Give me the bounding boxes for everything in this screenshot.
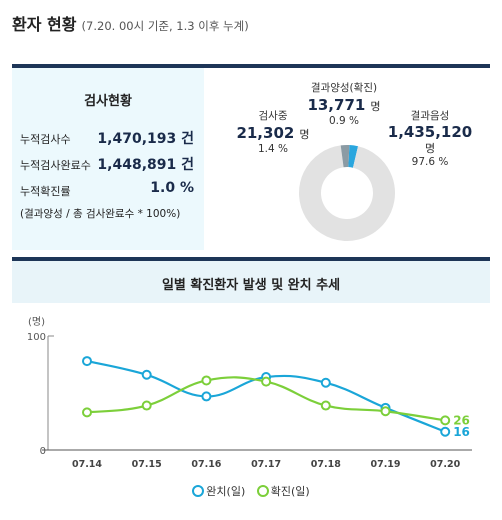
confirmed-data-point[interactable] — [320, 400, 331, 411]
test-summary-title: 검사현황 — [84, 94, 132, 109]
legend-item-confirmed[interactable]: 확진(일) — [256, 483, 310, 499]
test-status-panel: 검사현황 누적검사수 1,470,193 건 누적검사완료수 1,448,891… — [12, 64, 490, 250]
recovered-end-label: 16 — [453, 425, 470, 439]
cumulative-tests-label: 누적검사수 — [20, 133, 71, 146]
confirmed-data-point[interactable] — [261, 376, 272, 387]
x-tick-label: 07.20 — [430, 459, 460, 470]
positive-count: 13,771 — [307, 96, 366, 115]
negative-unit: 명 — [424, 141, 436, 155]
confirmed-data-point[interactable] — [141, 400, 152, 411]
page-title: 환자 현황 — [12, 15, 77, 34]
x-tick-label: 07.14 — [72, 459, 102, 470]
confirmed-data-point[interactable] — [82, 407, 92, 418]
testing-count: 21,302 — [236, 124, 295, 143]
recovered-legend-icon — [192, 485, 205, 497]
testing-percent: 1.4 % — [257, 143, 288, 156]
recovered-data-point[interactable] — [440, 426, 451, 437]
donut-slice-positive — [348, 145, 359, 168]
trend-panel: 일별 확진환자 발생 및 완치 추세 (명) 100 0 07.14 07.15 0… — [12, 257, 490, 519]
x-tick-label: 07.17 — [251, 459, 281, 470]
cumulative-tests-value: 1,470,193 건 — [97, 131, 194, 147]
recovered-legend-label: 완치(일) — [206, 485, 246, 498]
y-tick-0: 0 — [40, 446, 46, 457]
negative-count: 1,435,120 — [387, 123, 473, 142]
completed-tests-value: 1,448,891 건 — [97, 157, 194, 173]
chart-legend: 완치(일) 확진(일) — [12, 483, 490, 499]
recovered-data-point[interactable] — [141, 369, 152, 380]
y-tick-100: 100 — [27, 332, 46, 343]
positive-percent: 0.9 % — [328, 115, 359, 128]
completed-tests-label: 누적검사완료수 — [20, 159, 91, 172]
confirmed-legend-icon — [256, 485, 269, 497]
confirmed-data-point[interactable] — [201, 375, 212, 386]
page-header: 환자 현황 (7.20. 00시 기준, 1.3 이후 누계) — [12, 11, 249, 35]
testing-unit: 명 — [299, 128, 310, 142]
negative-percent: 97.6 % — [411, 155, 449, 168]
negative-name: 결과음성 — [410, 110, 450, 122]
x-tick-label: 07.18 — [311, 459, 341, 470]
trend-panel-title: 일별 확진환자 발생 및 완치 추세 — [161, 278, 341, 293]
confirmed-data-point[interactable] — [380, 406, 391, 417]
donut-slice-negative — [299, 145, 395, 241]
legend-item-recovered[interactable]: 완치(일) — [192, 483, 245, 499]
x-tick-label: 07.15 — [132, 459, 162, 470]
recovered-data-point[interactable] — [320, 377, 331, 388]
y-unit-label: (명) — [28, 316, 45, 328]
confirmed-end-label: 26 — [453, 413, 470, 427]
positive-rate-note: (결과양성 / 총 검사완료수 * 100%) — [20, 208, 181, 220]
donut-label-negative: 결과음성 1,435,120 명 97.6 % — [380, 110, 480, 169]
donut-label-testing: 검사중 21,302 명 1.4 % — [236, 110, 310, 156]
recovered-data-point[interactable] — [201, 391, 212, 402]
page-subtitle: (7.20. 00시 기준, 1.3 이후 누계) — [81, 19, 249, 33]
x-tick-label: 07.19 — [370, 459, 400, 470]
confirmed-data-point[interactable] — [440, 415, 451, 426]
positive-name: 결과양성(확진) — [310, 82, 378, 94]
test-summary-box: 검사현황 누적검사수 1,470,193 건 누적검사완료수 1,448,891… — [12, 68, 204, 250]
positive-unit: 명 — [370, 100, 381, 114]
recovered-data-point[interactable] — [82, 356, 92, 367]
testing-name: 검사중 — [258, 110, 288, 122]
positive-rate-value: 1.0 % — [150, 180, 194, 196]
donut-label-positive: 결과양성(확진) 13,771 명 0.9 % — [304, 82, 384, 128]
positive-rate-label: 누적확진률 — [20, 185, 71, 198]
x-tick-label: 07.16 — [191, 459, 221, 470]
recovered-series-line — [86, 360, 446, 433]
donut-chart — [299, 145, 395, 241]
trend-line-chart: (명) 100 0 07.14 07.15 07.16 07.17 07.18 07.19… — [27, 316, 472, 470]
trend-panel-header: 일별 확진환자 발생 및 완치 추세 — [12, 261, 490, 303]
confirmed-legend-label: 확진(일) — [270, 485, 310, 498]
